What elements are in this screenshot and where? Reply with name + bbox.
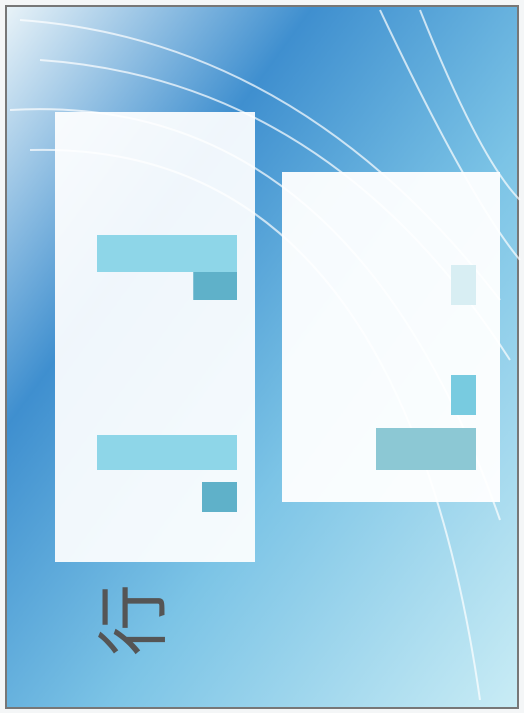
bar [376,428,476,470]
bar [451,375,476,415]
bar [97,435,237,470]
bar [193,272,237,300]
bar [202,482,237,512]
bar [97,235,237,272]
slide-title: 行 [92,584,176,656]
bar [451,265,476,305]
